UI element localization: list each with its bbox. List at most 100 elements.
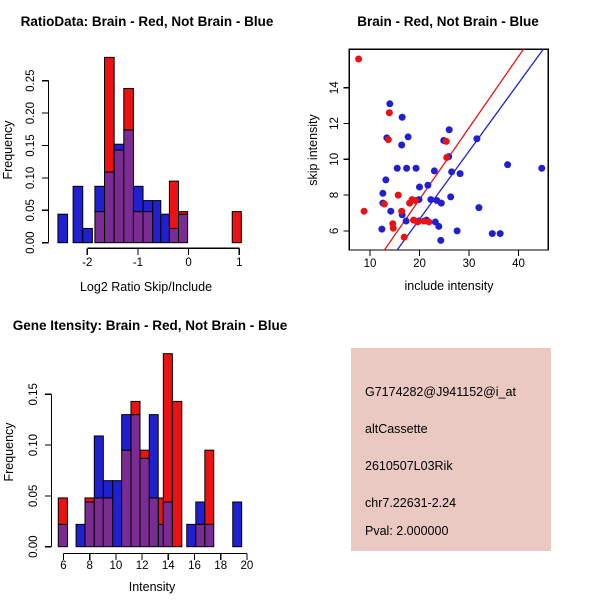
x-tick-label: 18 [214,560,227,572]
x-tick-label: 14 [162,560,175,572]
hist-bar-overlap [130,414,141,548]
x-tick-label: 10 [110,560,123,572]
hist-bar-blue [82,227,93,244]
scatter-point-blue [404,133,412,141]
x-tick-label: 30 [463,258,476,270]
hist-bar-blue [132,185,144,213]
hist-bar-overlap [139,457,150,548]
ratio-histogram-plot: -2 -1 0 1 0.00 0.05 0.10 0.15 0.20 0.25 [25,56,243,269]
hist-bar-blue [195,501,206,525]
hist-bar-overlap [123,129,134,244]
scatter-point-blue [447,193,455,201]
y-tick-label: 0.10 [28,434,40,456]
y-tick-label: 0.25 [25,70,37,92]
scatter-title: Brain - Red, Not Brain - Blue [357,14,539,29]
scatter-point-red [385,109,393,117]
ratio-hist-title: RatioData: Brain - Red, Not Brain - Blue [21,14,274,29]
hist-bar-blue [93,435,104,499]
scatter-point-blue [379,189,387,197]
hist-bar-blue [232,501,243,548]
gene-hist-title: Gene Itensity: Brain - Red, Not Brain - … [13,318,288,333]
hist-bar-blue [57,213,69,244]
gene-hist-xlabel: Intensity [129,580,176,594]
scatter-point-red [355,55,363,63]
scatter-point-blue [437,199,445,207]
hist-bar-overlap [157,523,164,548]
hist-bar-overlap [142,211,154,244]
scatter-point-blue [427,196,435,204]
event-type-text: altCassette [365,422,428,436]
hist-bar-blue [75,523,86,548]
hist-bar-red [178,211,189,215]
hist-bar-red [130,400,141,416]
fit-line-red [383,48,524,251]
scatter-point-red [406,199,414,207]
scatter-point-blue [504,161,512,169]
scatter-point-blue [403,164,411,172]
y-tick-label: 8 [329,192,341,198]
hist-bar-overlap [104,171,115,244]
scatter-point-blue [386,100,394,108]
ratio-hist-xlabel: Log2 Ratio Skip/Include [80,280,212,294]
hist-bar-red [171,400,183,548]
scatter-point-blue [473,135,481,143]
hist-bar-blue [186,523,197,548]
scatter-point-blue [448,168,456,176]
scatter-point-blue [475,204,483,212]
hist-bar-red [123,87,134,131]
scatter-point-blue [416,183,423,191]
fit-line-blue [396,48,544,251]
hist-bar-blue [148,414,159,499]
x-tick-label: 16 [188,560,201,572]
y-tick-label: 0.05 [28,485,40,507]
y-tick-label: 0.05 [25,199,37,221]
hist-bar-red [57,497,68,525]
x-tick-label: 8 [86,560,92,572]
hist-bar-blue [152,200,162,244]
scatter-point-blue [430,167,438,175]
locus-text: chr7.22631-2.24 [365,496,456,510]
hist-bar-overlap [148,497,159,548]
x-tick-label: 40 [512,258,525,270]
hist-bar-overlap [102,497,114,548]
hist-bar-blue [102,480,114,499]
x-tick-label: 0 [185,257,191,269]
scatter-point-blue [456,170,464,178]
hist-bar-overlap [57,523,68,548]
hist-bar-overlap [94,211,106,244]
scatter-point-red [442,137,450,145]
scatter-point-blue [496,230,504,238]
gene-hist-ylabel: Frequency [2,422,16,482]
hist-bar-overlap [113,149,125,244]
gene-histogram-plot: 6 8 10 12 14 16 18 20 0.00 0.05 0.10 0.15 [28,353,253,572]
y-tick-label: 6 [329,228,341,234]
y-tick-label: 0.15 [25,134,37,156]
y-tick-label: 0.00 [25,232,37,254]
gene-name-text: 2610507L03Rik [365,459,453,473]
y-tick-label: 0.20 [25,102,37,124]
hist-bar-red [104,56,115,173]
scatter-point-blue [412,164,420,172]
hist-bar-blue [94,185,106,213]
hist-bar-red [157,497,164,525]
hist-bar-red [231,211,242,244]
hist-bar-red [204,449,215,525]
scatter-ylabel: skip intensity [306,113,320,185]
hist-bar-overlap [162,501,173,548]
hist-bar-blue [160,213,170,244]
hist-bar-overlap [204,523,215,548]
scatter-point-blue [424,181,432,189]
hist-bar-overlap [121,449,132,548]
x-tick-label: 10 [364,258,377,270]
scatter-point-blue [398,113,406,121]
x-tick-label: 1 [236,257,242,269]
hist-bar-red [84,497,95,503]
scatter-xlabel: include intensity [405,279,495,293]
intensity-scatter-plot: 10 20 30 40 6 8 10 12 14 [329,48,549,270]
x-tick-label: 12 [136,560,149,572]
probe-id-text: G7174282@J941152@i_at [365,385,516,399]
hist-bar-overlap [178,213,189,244]
scatter-point-red [443,154,451,162]
